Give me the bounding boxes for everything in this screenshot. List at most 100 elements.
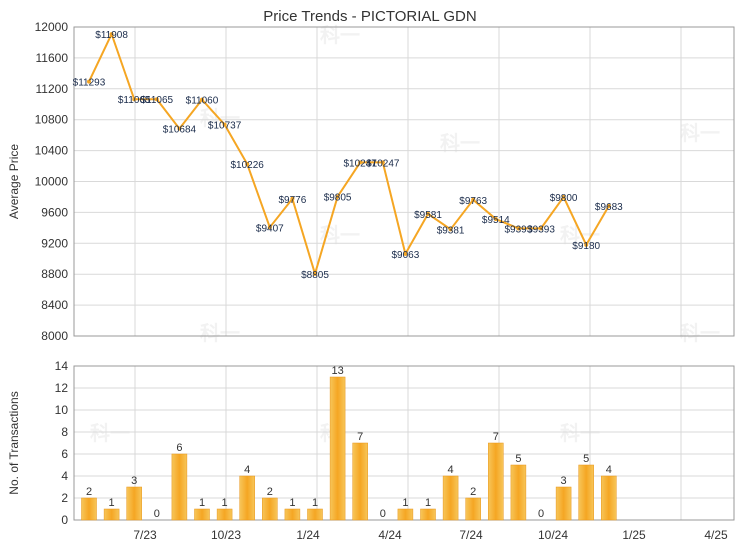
price-data-label: $9776 xyxy=(278,195,306,206)
tx-bar-label: 2 xyxy=(470,486,476,498)
price-data-label: $9393 xyxy=(527,224,555,235)
tx-y-tick-label: 6 xyxy=(61,447,68,461)
tx-bar xyxy=(103,508,120,521)
tx-x-tick-label: 4/25 xyxy=(704,528,728,542)
tx-bar-label: 7 xyxy=(493,431,499,443)
tx-bar xyxy=(601,475,617,521)
tx-bar xyxy=(510,464,527,521)
price-point xyxy=(313,271,317,276)
svg-text:科一: 科一 xyxy=(680,121,720,145)
price-data-label: $9063 xyxy=(391,250,419,261)
price-y-tick-label: 8400 xyxy=(41,298,68,312)
tx-bar xyxy=(81,497,97,521)
tx-bar-label: 1 xyxy=(402,497,408,509)
price-point xyxy=(177,126,182,131)
tx-x-tick-label: 1/24 xyxy=(296,528,320,542)
price-panel: 8000 8400 8800 9200 9600 10000 10400 10800 11200… xyxy=(7,20,735,343)
price-data-label: $9805 xyxy=(324,193,352,204)
tx-y-tick-label: 10 xyxy=(55,403,69,417)
tx-x-tick-label: 10/23 xyxy=(211,528,241,542)
svg-text:科一: 科一 xyxy=(440,131,480,155)
tx-x-tick-label: 10/24 xyxy=(538,528,568,542)
price-point xyxy=(606,203,611,208)
chart-title: Price Trends - PICTORIAL GDN xyxy=(263,8,476,25)
tx-bar xyxy=(284,508,301,521)
price-point xyxy=(403,251,408,256)
svg-text:科一: 科一 xyxy=(680,321,720,345)
price-data-label: $8805 xyxy=(301,270,329,281)
price-point xyxy=(584,242,589,247)
tx-x-tick-label: 1/25 xyxy=(622,528,646,542)
tx-y-tick-label: 12 xyxy=(55,381,69,395)
tx-y-tick-label: 14 xyxy=(55,359,69,373)
tx-bar-label: 1 xyxy=(425,497,431,509)
price-data-label: $9683 xyxy=(595,202,623,213)
tx-bar-label: 6 xyxy=(176,442,182,454)
price-point xyxy=(200,97,204,102)
tx-x-tick-label: 7/23 xyxy=(133,528,157,542)
price-point xyxy=(471,197,476,202)
tx-y-tick-label: 2 xyxy=(61,491,68,505)
tx-bar-label: 1 xyxy=(109,497,115,509)
tx-bar xyxy=(352,442,368,521)
tx-bar-label: 3 xyxy=(131,475,137,487)
tx-bar-label: 1 xyxy=(222,497,228,509)
price-y-tick-label: 11600 xyxy=(36,51,69,65)
price-y-tick-label: 10000 xyxy=(35,175,69,189)
price-data-label: $9381 xyxy=(437,225,465,236)
tx-bar-label: 5 xyxy=(515,453,521,465)
tx-bar xyxy=(194,508,210,521)
price-data-label: $11065 xyxy=(118,95,151,106)
price-data-label: $9763 xyxy=(459,196,487,207)
price-point xyxy=(290,196,295,201)
tx-bar xyxy=(216,508,233,521)
tx-bar xyxy=(442,475,459,521)
price-data-label: $10247 xyxy=(366,158,400,169)
tx-x-tick-label: 7/24 xyxy=(459,528,483,542)
tx-bar-label: 1 xyxy=(312,497,318,509)
price-point xyxy=(109,32,114,37)
tx-bar xyxy=(397,508,414,521)
price-data-label: $10247 xyxy=(344,158,378,169)
tx-bar-label: 7 xyxy=(357,431,363,443)
price-point xyxy=(335,194,340,199)
price-point xyxy=(358,160,363,165)
price-data-label: $9407 xyxy=(256,223,284,234)
price-data-label: $9800 xyxy=(550,193,578,204)
price-point xyxy=(448,227,453,232)
tx-bar xyxy=(329,376,346,521)
watermark-group: 科一 科一 科一 科一 科一 科一 科一 科一 科一 科一 科一 xyxy=(90,23,720,445)
tx-bar-label: 0 xyxy=(380,508,386,520)
price-point xyxy=(87,79,91,84)
tx-bar xyxy=(488,442,504,521)
svg-text:科一: 科一 xyxy=(200,321,240,345)
price-data-label: $11060 xyxy=(186,96,219,107)
tx-bar-label: 1 xyxy=(199,497,205,509)
tx-y-tick-label: 0 xyxy=(61,513,68,527)
price-data-label: $9180 xyxy=(572,241,600,252)
price-point xyxy=(267,225,272,230)
tx-bar-label: 1 xyxy=(289,497,295,509)
price-y-axis-label: Average Price xyxy=(7,144,21,219)
tx-bar-label: 4 xyxy=(448,464,454,476)
price-data-label: $10226 xyxy=(231,160,265,171)
price-y-tick-label: 8800 xyxy=(41,267,68,281)
price-point xyxy=(245,162,250,167)
price-point xyxy=(154,97,159,102)
tx-bar xyxy=(420,508,436,521)
price-y-tick-label: 10400 xyxy=(35,144,69,158)
price-y-tick-label: 9600 xyxy=(41,205,68,219)
price-data-label: $11908 xyxy=(95,30,128,41)
tx-bar-label: 3 xyxy=(561,475,567,487)
price-point xyxy=(539,226,543,231)
price-point xyxy=(561,194,566,199)
tx-bar-label: 4 xyxy=(606,464,612,476)
tx-bar-label: 13 xyxy=(331,365,343,377)
price-data-label: $9514 xyxy=(482,215,510,226)
price-point xyxy=(426,211,430,216)
tx-x-tick-label: 4/24 xyxy=(378,528,402,542)
tx-bar-label: 4 xyxy=(244,464,250,476)
tx-bar xyxy=(239,475,255,521)
price-data-label: $11065 xyxy=(140,95,173,106)
